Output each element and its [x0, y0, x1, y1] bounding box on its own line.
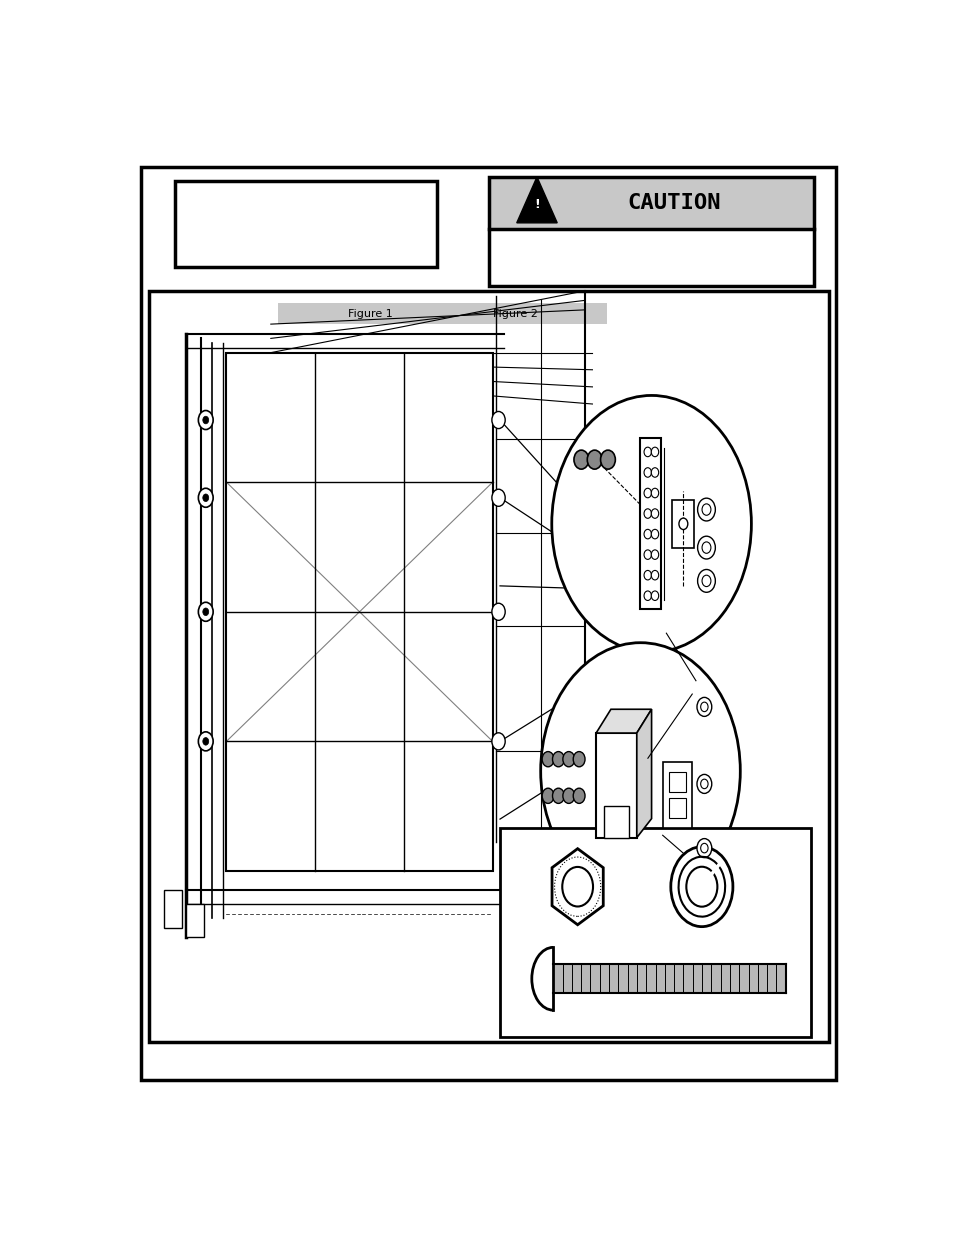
Bar: [488, 177, 813, 230]
Polygon shape: [552, 848, 602, 925]
Circle shape: [643, 592, 651, 600]
Circle shape: [651, 571, 658, 580]
Polygon shape: [596, 709, 651, 734]
Circle shape: [541, 788, 554, 804]
Circle shape: [562, 788, 574, 804]
Circle shape: [679, 519, 687, 530]
Circle shape: [203, 737, 209, 745]
Circle shape: [573, 788, 584, 804]
Circle shape: [685, 867, 717, 906]
Circle shape: [573, 752, 584, 767]
Circle shape: [600, 450, 615, 469]
Circle shape: [700, 844, 707, 853]
Bar: [603, 806, 628, 837]
Circle shape: [651, 592, 658, 600]
Circle shape: [552, 788, 564, 804]
Circle shape: [670, 847, 732, 926]
Text: !: !: [534, 199, 539, 211]
Circle shape: [198, 603, 213, 621]
Text: Figure 2: Figure 2: [492, 309, 537, 319]
Circle shape: [643, 550, 651, 559]
Circle shape: [651, 488, 658, 498]
Bar: [668, 798, 685, 818]
Circle shape: [551, 395, 751, 652]
Bar: [186, 904, 204, 937]
Circle shape: [561, 867, 593, 906]
Circle shape: [574, 450, 588, 469]
Circle shape: [643, 509, 651, 519]
Circle shape: [651, 550, 658, 559]
Bar: [278, 304, 607, 324]
Text: CAUTION: CAUTION: [627, 193, 720, 212]
Bar: [164, 890, 182, 927]
Circle shape: [203, 494, 209, 501]
Circle shape: [541, 752, 554, 767]
Circle shape: [651, 447, 658, 457]
Circle shape: [552, 752, 564, 767]
Circle shape: [492, 489, 505, 506]
Circle shape: [643, 571, 651, 580]
Circle shape: [492, 732, 505, 750]
Circle shape: [697, 569, 715, 593]
Circle shape: [701, 542, 710, 553]
Circle shape: [701, 504, 710, 515]
Bar: [672, 500, 694, 547]
Bar: [174, 182, 436, 267]
Circle shape: [198, 732, 213, 751]
Circle shape: [697, 536, 715, 559]
Circle shape: [697, 698, 711, 716]
Circle shape: [492, 603, 505, 620]
Circle shape: [697, 498, 715, 521]
Bar: [499, 829, 810, 1037]
Text: Figure 1: Figure 1: [348, 309, 393, 319]
Circle shape: [203, 416, 209, 424]
Circle shape: [643, 468, 651, 477]
Circle shape: [203, 608, 209, 615]
Bar: [226, 353, 492, 871]
Circle shape: [701, 576, 710, 587]
Bar: [668, 772, 685, 792]
Circle shape: [700, 703, 707, 711]
Bar: [662, 762, 692, 829]
Circle shape: [562, 752, 574, 767]
Bar: [149, 291, 828, 1042]
Circle shape: [651, 468, 658, 477]
Bar: [596, 734, 637, 837]
Circle shape: [643, 530, 651, 538]
Circle shape: [643, 488, 651, 498]
Circle shape: [651, 509, 658, 519]
Circle shape: [492, 411, 505, 429]
Circle shape: [700, 779, 707, 789]
Circle shape: [697, 774, 711, 793]
Circle shape: [587, 450, 601, 469]
Circle shape: [697, 839, 711, 857]
Bar: [488, 177, 813, 287]
Circle shape: [643, 447, 651, 457]
Bar: [639, 438, 660, 609]
Polygon shape: [637, 709, 651, 837]
Circle shape: [651, 530, 658, 538]
Circle shape: [198, 410, 213, 430]
Circle shape: [540, 642, 740, 899]
Polygon shape: [517, 177, 557, 222]
Bar: [553, 965, 785, 993]
Circle shape: [198, 488, 213, 508]
